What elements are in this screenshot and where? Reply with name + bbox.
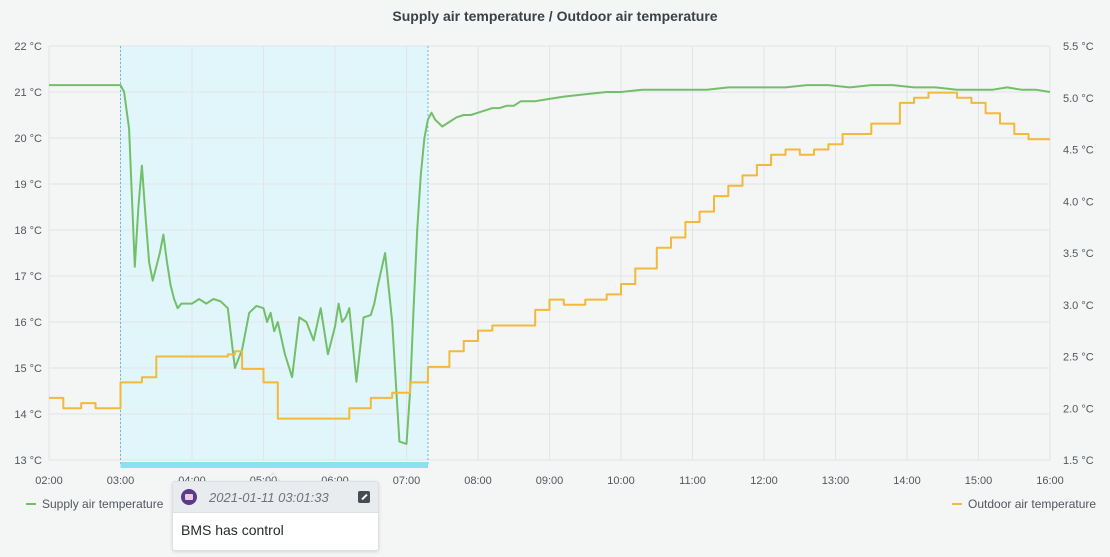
x-tick-label: 11:00 bbox=[679, 475, 706, 487]
legend-label-supply: Supply air temperature bbox=[42, 497, 164, 511]
x-tick-label: 15:00 bbox=[965, 475, 993, 487]
y-right-tick-label: 4.0 °C bbox=[1063, 196, 1094, 208]
annotation-tooltip-header: 2021-01-11 03:01:33 bbox=[173, 482, 378, 513]
y-right-tick-label: 2.0 °C bbox=[1063, 403, 1094, 415]
y-right-tick-label: 3.0 °C bbox=[1063, 300, 1094, 312]
edit-icon[interactable] bbox=[358, 491, 370, 503]
y-left-tick-label: 14 °C bbox=[14, 409, 42, 421]
annotation-marker bbox=[120, 462, 428, 468]
x-tick-label: 09:00 bbox=[536, 475, 564, 487]
x-tick-label: 07:00 bbox=[393, 475, 421, 487]
y-right-tick-label: 2.5 °C bbox=[1063, 352, 1094, 364]
chart-title: Supply air temperature / Outdoor air tem… bbox=[392, 8, 718, 24]
y-right-tick-label: 5.5 °C bbox=[1063, 41, 1094, 53]
x-tick-label: 12:00 bbox=[750, 475, 778, 487]
x-tick-label: 13:00 bbox=[822, 475, 850, 487]
y-right-tick-label: 3.5 °C bbox=[1063, 248, 1094, 260]
x-tick-label: 10:00 bbox=[607, 475, 635, 487]
user-avatar-icon bbox=[181, 489, 197, 505]
x-tick-label: 03:00 bbox=[107, 475, 135, 487]
x-tick-label: 14:00 bbox=[893, 475, 921, 487]
legend-swatch-outdoor bbox=[952, 503, 962, 505]
series-line-supply bbox=[49, 84, 1051, 445]
y-left-tick-label: 19 °C bbox=[14, 179, 42, 191]
legend-label-outdoor: Outdoor air temperature bbox=[968, 497, 1097, 511]
annotation-timestamp: 2021-01-11 03:01:33 bbox=[209, 489, 329, 505]
annotation-tooltip: 2021-01-11 03:01:33 BMS has control bbox=[172, 481, 379, 551]
annotation-text: BMS has control bbox=[181, 522, 284, 538]
series-line-outdoor bbox=[49, 91, 1050, 420]
legend-item-outdoor[interactable]: Outdoor air temperature bbox=[952, 497, 1096, 511]
x-tick-label: 02:00 bbox=[35, 475, 63, 487]
y-right-tick-label: 1.5 °C bbox=[1063, 455, 1094, 467]
y-left-tick-label: 15 °C bbox=[14, 363, 42, 375]
y-left-tick-label: 17 °C bbox=[14, 271, 42, 283]
y-left-tick-label: 21 °C bbox=[14, 87, 42, 99]
x-tick-label: 08:00 bbox=[464, 475, 492, 487]
legend-item-supply[interactable]: Supply air temperature bbox=[26, 497, 163, 511]
y-left-tick-label: 20 °C bbox=[14, 133, 42, 145]
legend-swatch-supply bbox=[26, 503, 36, 505]
y-right-tick-label: 4.5 °C bbox=[1063, 145, 1094, 157]
y-left-tick-label: 22 °C bbox=[14, 41, 42, 53]
annotation-region bbox=[120, 46, 428, 460]
y-right-tick-label: 5.0 °C bbox=[1063, 93, 1094, 105]
y-left-tick-label: 18 °C bbox=[14, 225, 42, 237]
y-left-tick-label: 13 °C bbox=[14, 455, 42, 467]
y-left-tick-label: 16 °C bbox=[14, 317, 42, 329]
x-tick-label: 16:00 bbox=[1036, 475, 1064, 487]
